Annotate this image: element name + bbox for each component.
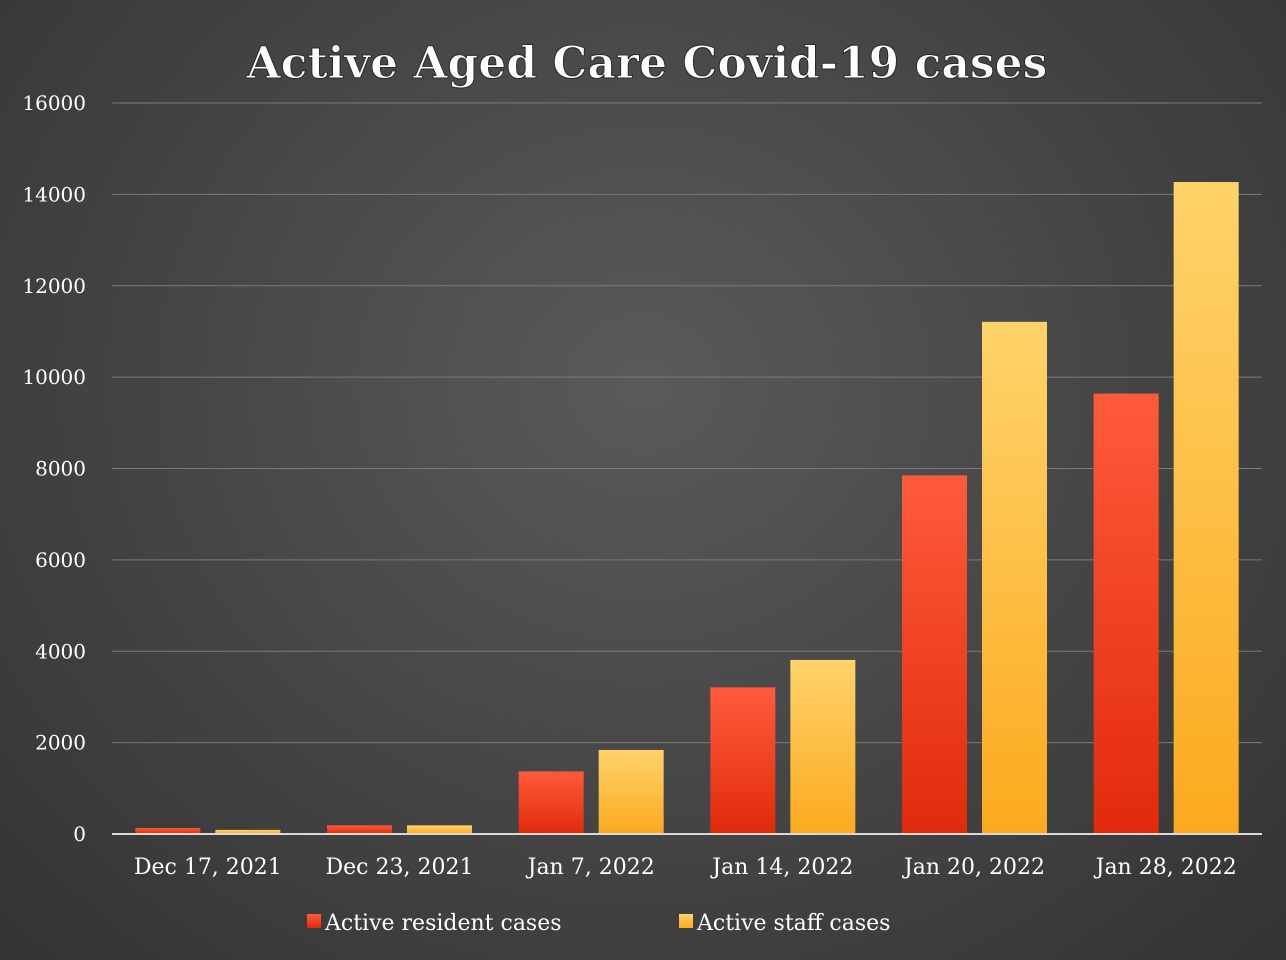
legend-swatch-staff: [679, 914, 693, 928]
bars: [135, 182, 1239, 834]
y-tick-label: 0: [73, 822, 86, 846]
bar-resident: [1093, 393, 1159, 834]
bar-staff: [598, 749, 664, 834]
bar-staff: [407, 825, 472, 834]
y-tick-label: 4000: [35, 639, 86, 663]
y-tick-label: 8000: [35, 457, 86, 481]
bar-resident: [518, 771, 584, 834]
y-tick-label: 12000: [22, 274, 86, 298]
y-tick-label: 2000: [35, 731, 86, 755]
bar-staff: [982, 321, 1047, 834]
x-tick-label: Dec 23, 2021: [326, 855, 474, 880]
legend: Active resident cases Active staff cases: [307, 911, 890, 936]
x-tick-label: Dec 17, 2021: [134, 855, 282, 880]
x-tick-label: Jan 7, 2022: [526, 855, 655, 880]
chart-title: Active Aged Care Covid-19 cases: [246, 38, 1048, 89]
y-tick-label: 16000: [22, 91, 86, 115]
legend-label-resident: Active resident cases: [324, 911, 562, 936]
y-tick-label: 6000: [35, 548, 86, 572]
y-axis-ticks: 0 2000 4000 6000 8000 10000 12000 14000 16000: [22, 91, 86, 846]
bar-resident: [135, 828, 201, 834]
bar-resident: [710, 687, 776, 834]
y-tick-label: 14000: [22, 182, 86, 206]
x-tick-label: Jan 28, 2022: [1094, 855, 1237, 880]
bar-staff: [790, 659, 856, 834]
bar-resident: [902, 475, 967, 834]
x-tick-label: Jan 14, 2022: [710, 855, 853, 880]
legend-item-resident: Active resident cases: [307, 911, 562, 936]
x-axis-ticks: Dec 17, 2021 Dec 23, 2021 Jan 7, 2022 Jan 1…: [134, 855, 1237, 880]
legend-swatch-resident: [307, 914, 321, 928]
gridlines: [112, 102, 1262, 744]
legend-item-staff: Active staff cases: [679, 911, 890, 936]
y-tick-label: 10000: [22, 365, 86, 389]
bar-staff: [215, 829, 281, 834]
bar-resident: [327, 825, 392, 834]
x-tick-label: Jan 20, 2022: [902, 855, 1045, 880]
legend-label-staff: Active staff cases: [696, 911, 890, 936]
bar-staff: [1173, 182, 1239, 834]
